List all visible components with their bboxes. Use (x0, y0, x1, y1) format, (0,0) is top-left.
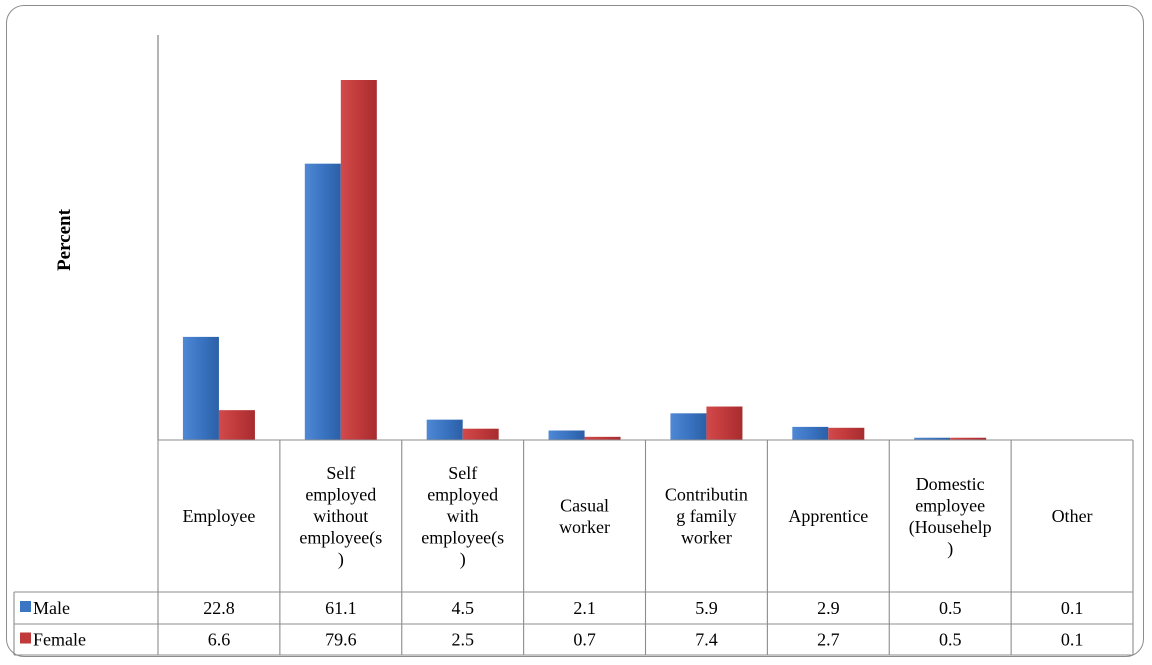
legend-swatch-female (20, 632, 31, 644)
data-label-male: 0.1 (1061, 598, 1084, 618)
x-tick-label: Self employed without employee(s) (299, 463, 382, 570)
bars-group (182, 80, 1109, 441)
data-label-female: 79.6 (325, 630, 357, 650)
bar-female (462, 428, 499, 440)
data-table: Employee Self employed without employee(s) Se… (13, 439, 1134, 656)
data-label-male: 61.1 (325, 598, 357, 618)
x-tick-label: Apprentice (788, 506, 868, 526)
data-label-male: 5.9 (695, 598, 718, 618)
x-tick-label: Contributin g family worker (665, 485, 748, 548)
data-label-male: 0.5 (939, 598, 962, 618)
x-tick-label: Other (1052, 506, 1093, 526)
legend-swatch-male (20, 601, 31, 612)
data-label-female: 2.7 (817, 630, 840, 650)
legend-label-male: Male (33, 598, 70, 618)
data-label-female: 6.6 (208, 630, 231, 650)
data-label-male: 4.5 (451, 598, 474, 618)
bar-male (304, 163, 341, 440)
data-label-female: 0.7 (573, 630, 596, 650)
bar-female (828, 427, 865, 440)
x-tick-label: Employee (182, 506, 255, 526)
x-tick-label: Casual worker (559, 495, 610, 537)
bar-female (706, 406, 743, 440)
data-label-female: 0.5 (939, 630, 962, 650)
bar-female (218, 410, 255, 440)
x-tick-label: Self employed with employee(s) (421, 463, 504, 570)
bar-male (182, 336, 219, 440)
data-label-female: 2.5 (451, 630, 474, 650)
bar-male (792, 426, 829, 440)
bar-female (584, 436, 621, 440)
x-tick-label: Domestic employee (Househelp) (909, 474, 992, 560)
data-label-male: 22.8 (203, 598, 235, 618)
data-label-female: 7.4 (695, 630, 718, 650)
bar-male (426, 419, 463, 440)
bar-female (950, 437, 987, 440)
bar-female (340, 80, 377, 440)
bar-male (670, 413, 707, 440)
data-label-male: 2.1 (573, 598, 596, 618)
data-label-female: 0.1 (1061, 630, 1084, 650)
legend-label-female: Female (33, 630, 86, 650)
chart-frame (6, 5, 1144, 657)
bar-male (914, 437, 951, 440)
data-label-male: 2.9 (817, 598, 840, 618)
y-axis-label: Percent (54, 208, 75, 271)
bar-male (548, 430, 585, 440)
